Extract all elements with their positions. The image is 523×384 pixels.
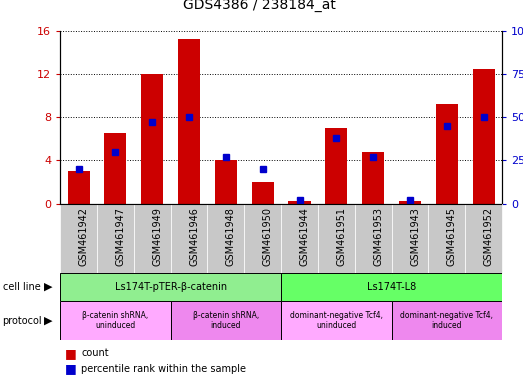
Text: GSM461947: GSM461947	[116, 207, 126, 266]
Bar	[281, 204, 318, 273]
Bar	[465, 204, 502, 273]
Text: GSM461944: GSM461944	[300, 207, 310, 266]
Bar	[281, 301, 392, 340]
Bar	[60, 301, 170, 340]
Bar	[325, 128, 347, 204]
Bar	[97, 204, 134, 273]
Text: GSM461952: GSM461952	[484, 207, 494, 266]
Text: β-catenin shRNA,
induced: β-catenin shRNA, induced	[193, 311, 259, 330]
Bar	[141, 74, 163, 204]
Text: β-catenin shRNA,
uninduced: β-catenin shRNA, uninduced	[82, 311, 149, 330]
Bar	[436, 104, 458, 204]
Bar	[281, 273, 502, 301]
Bar	[208, 204, 244, 273]
Bar	[170, 301, 281, 340]
Bar	[392, 204, 428, 273]
Text: GSM461945: GSM461945	[447, 207, 457, 266]
Text: GSM461949: GSM461949	[152, 207, 162, 266]
Text: GSM461953: GSM461953	[373, 207, 383, 266]
Text: dominant-negative Tcf4,
uninduced: dominant-negative Tcf4, uninduced	[290, 311, 383, 330]
Text: percentile rank within the sample: percentile rank within the sample	[81, 364, 246, 374]
Bar	[67, 171, 89, 204]
Bar	[244, 204, 281, 273]
Bar	[170, 204, 208, 273]
Bar	[362, 152, 384, 204]
Text: ▶: ▶	[44, 282, 52, 292]
Text: GSM461950: GSM461950	[263, 207, 272, 266]
Bar	[289, 201, 311, 204]
Text: Ls174T-pTER-β-catenin: Ls174T-pTER-β-catenin	[115, 282, 226, 292]
Bar	[178, 40, 200, 204]
Bar	[399, 201, 421, 204]
Bar	[134, 204, 170, 273]
Text: cell line: cell line	[3, 282, 40, 292]
Text: dominant-negative Tcf4,
induced: dominant-negative Tcf4, induced	[400, 311, 493, 330]
Bar	[392, 301, 502, 340]
Text: GSM461942: GSM461942	[78, 207, 88, 266]
Bar	[355, 204, 392, 273]
Text: GSM461948: GSM461948	[226, 207, 236, 266]
Bar	[60, 273, 281, 301]
Text: GSM461943: GSM461943	[410, 207, 420, 266]
Text: count: count	[81, 348, 109, 358]
Bar	[215, 161, 237, 204]
Bar	[318, 204, 355, 273]
Text: GSM461951: GSM461951	[336, 207, 346, 266]
Text: GSM461946: GSM461946	[189, 207, 199, 266]
Text: GDS4386 / 238184_at: GDS4386 / 238184_at	[183, 0, 335, 12]
Text: ▶: ▶	[44, 316, 52, 326]
Bar	[60, 204, 97, 273]
Text: Ls174T-L8: Ls174T-L8	[367, 282, 416, 292]
Bar	[105, 133, 127, 204]
Text: ■: ■	[65, 362, 77, 375]
Text: protocol: protocol	[3, 316, 42, 326]
Bar	[252, 182, 274, 204]
Bar	[473, 68, 495, 204]
Bar	[428, 204, 465, 273]
Text: ■: ■	[65, 347, 77, 360]
